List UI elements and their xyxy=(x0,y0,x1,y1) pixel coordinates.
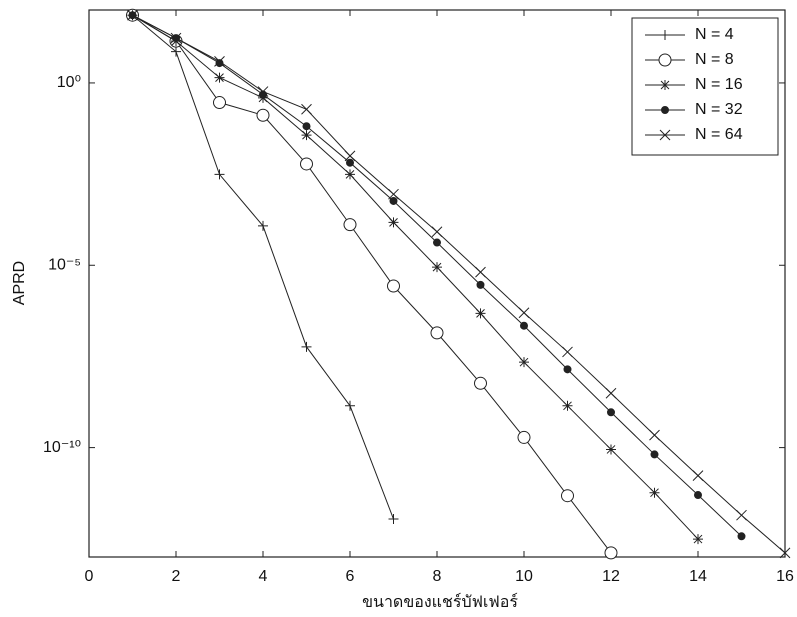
data-point xyxy=(517,430,531,444)
data-point xyxy=(562,400,573,411)
x-tick-label: 12 xyxy=(602,568,620,585)
data-point xyxy=(300,157,313,171)
data-point xyxy=(474,376,487,390)
x-axis-label: ขนาดของแชร์บัฟเฟอร์ xyxy=(362,592,518,611)
data-point xyxy=(344,150,356,162)
data-point xyxy=(430,326,444,340)
data-point xyxy=(256,108,270,122)
series-line xyxy=(132,14,612,554)
data-point xyxy=(737,532,746,541)
data-point xyxy=(563,365,572,374)
data-point xyxy=(345,400,355,411)
data-point xyxy=(431,226,443,238)
data-point xyxy=(127,9,138,21)
data-point xyxy=(387,279,400,293)
data-point xyxy=(345,169,355,180)
data-point xyxy=(214,56,225,67)
data-point xyxy=(388,188,399,200)
series-line xyxy=(132,14,699,540)
x-tick-label: 4 xyxy=(259,568,268,585)
data-point xyxy=(475,308,486,319)
data-point xyxy=(561,489,574,503)
x-tick-label: 16 xyxy=(776,568,794,585)
data-point xyxy=(389,196,398,205)
data-point xyxy=(301,341,312,352)
data-point xyxy=(213,96,226,110)
data-point xyxy=(301,130,312,141)
data-point xyxy=(604,546,618,560)
data-point xyxy=(518,307,530,319)
data-point xyxy=(346,158,354,167)
legend-label: N = 16 xyxy=(695,76,743,93)
data-point xyxy=(606,444,616,455)
data-point xyxy=(519,357,529,368)
data-point xyxy=(736,509,747,521)
data-point xyxy=(649,429,660,441)
data-point xyxy=(779,547,791,559)
data-point xyxy=(388,217,399,228)
data-point xyxy=(649,487,660,498)
legend-label: N = 8 xyxy=(695,51,734,68)
data-point xyxy=(215,59,224,68)
data-point xyxy=(170,32,182,44)
data-point xyxy=(214,169,225,180)
legend-label: N = 32 xyxy=(695,101,743,118)
data-point xyxy=(562,346,573,358)
x-tick-label: 2 xyxy=(172,568,181,585)
y-tick-label: 10⁰ xyxy=(57,74,81,91)
x-tick-label: 6 xyxy=(346,568,355,585)
data-point xyxy=(476,280,485,289)
legend-marker xyxy=(658,53,672,67)
data-point xyxy=(257,86,269,97)
legend-marker xyxy=(661,106,669,114)
legend-marker xyxy=(660,30,670,40)
x-tick-label: 10 xyxy=(515,568,533,585)
x-tick-label: 8 xyxy=(433,568,442,585)
data-point xyxy=(475,266,486,278)
x-tick-label: 0 xyxy=(85,568,94,585)
data-point xyxy=(694,491,702,500)
data-point xyxy=(258,220,268,231)
data-point xyxy=(607,408,615,417)
legend-label: N = 4 xyxy=(695,26,734,43)
x-tick-label: 14 xyxy=(689,568,707,585)
data-point xyxy=(692,470,704,482)
data-point xyxy=(650,450,659,459)
y-tick-label: 10⁻⁵ xyxy=(48,256,81,273)
legend-label: N = 64 xyxy=(695,126,743,143)
data-point xyxy=(302,122,311,131)
series-line xyxy=(132,14,786,554)
data-point xyxy=(214,72,225,83)
data-point xyxy=(171,46,181,57)
y-axis-label: APRD xyxy=(11,261,28,305)
legend-marker xyxy=(660,80,670,90)
data-point xyxy=(343,218,357,232)
y-tick-label: 10⁻¹⁰ xyxy=(43,439,81,456)
data-point xyxy=(301,103,312,115)
data-point xyxy=(388,514,399,525)
data-point xyxy=(432,262,442,273)
data-point xyxy=(433,238,441,247)
legend-marker xyxy=(659,129,671,141)
data-point xyxy=(693,534,703,545)
data-point xyxy=(520,321,528,330)
legend-box xyxy=(631,17,779,156)
data-point xyxy=(605,387,617,399)
